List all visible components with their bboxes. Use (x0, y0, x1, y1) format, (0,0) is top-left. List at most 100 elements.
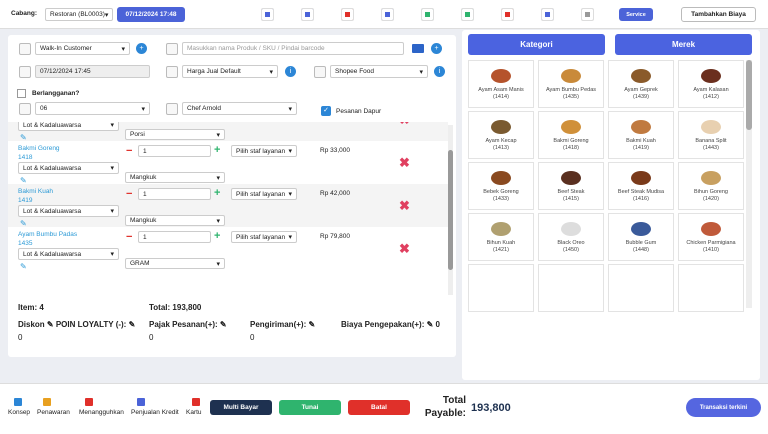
staff-select[interactable]: Pilih staf layanan (231, 145, 297, 157)
category-button[interactable]: Kategori (468, 34, 605, 55)
product-card[interactable]: Bihun Kuah (1421) (468, 213, 534, 261)
customer-select[interactable]: Walk-In Customer (35, 42, 130, 55)
service-button[interactable]: Service (619, 8, 653, 21)
toolbar-icon[interactable] (341, 8, 354, 21)
edit-icon[interactable]: ✎ (20, 262, 27, 271)
action-icon[interactable] (192, 398, 200, 406)
qty-input[interactable]: 1 (138, 145, 211, 157)
product-card-partial[interactable] (678, 264, 744, 312)
product-search[interactable]: Masukkan nama Produk / SKU / Pindai barc… (182, 42, 404, 55)
chef-select[interactable]: Chef Arnold (182, 102, 297, 115)
edit-icon[interactable]: ✎ (20, 176, 27, 185)
action-icon[interactable] (14, 398, 22, 406)
product-card[interactable]: Beef Steak (1415) (538, 162, 604, 210)
qty-minus[interactable]: − (126, 188, 133, 200)
toolbar-icon[interactable] (541, 8, 554, 21)
delete-item[interactable]: ✖ (399, 198, 410, 213)
edit-icon[interactable]: ✎ (20, 133, 27, 142)
staff-select[interactable]: Pilih staf layanan (231, 231, 297, 243)
lot-select[interactable]: Lot & Kadaluawarsa (18, 248, 119, 260)
staff-select[interactable]: Pilih staf layanan (231, 188, 297, 200)
price-select[interactable]: Harga Jual Default (182, 65, 278, 78)
product-card[interactable]: Chicken Parmigiana (1410) (678, 213, 744, 261)
product-name: Ayam Kalasan (693, 87, 729, 93)
table-select[interactable]: 06 (35, 102, 150, 115)
qty-plus[interactable]: + (214, 144, 221, 156)
date-button[interactable]: 07/12/2024 17:48 (117, 7, 185, 22)
edit-icon[interactable]: ✎ (20, 219, 27, 228)
date-input[interactable]: 07/12/2024 17:45 (35, 65, 150, 78)
table-icon (19, 103, 31, 115)
delete-item[interactable]: ✖ (399, 155, 410, 170)
lot-select[interactable]: Lot & Kadaluawarsa (18, 122, 119, 131)
action-label[interactable]: Konsep (8, 409, 31, 416)
item-price: Rp 42,000 (320, 190, 350, 197)
product-card[interactable]: Bakmi Goreng (1418) (538, 111, 604, 159)
unit-select[interactable]: GRAM (125, 258, 225, 269)
item-name[interactable]: Ayam Bumbu Padas (18, 231, 78, 238)
toolbar-icon[interactable] (381, 8, 394, 21)
cash-button[interactable]: Tunai (279, 400, 341, 415)
product-card[interactable]: Ayam Bumbu Pedas (1435) (538, 60, 604, 108)
item-name[interactable]: Bakmi Kuah (18, 188, 54, 195)
toolbar-icon[interactable] (461, 8, 474, 21)
action-label[interactable]: Penjualan Kredit (131, 409, 179, 416)
total-label: Total: (149, 303, 171, 312)
action-icon[interactable] (43, 398, 51, 406)
qty-input[interactable]: 1 (138, 231, 211, 243)
product-card[interactable]: Beef Steak Mudisa (1416) (608, 162, 674, 210)
action-label[interactable]: Kartu (186, 409, 202, 416)
action-label[interactable]: Penawaran (37, 409, 70, 416)
recent-button[interactable]: Transaksi terkini (686, 398, 761, 417)
product-card-partial[interactable] (468, 264, 534, 312)
toolbar-icon[interactable] (421, 8, 434, 21)
kitchen-checkbox[interactable]: ✓ (321, 106, 331, 116)
lot-select[interactable]: Lot & Kadaluawarsa (18, 205, 119, 217)
channel-select[interactable]: Shopee Food (330, 65, 428, 78)
brand-button[interactable]: Merek (615, 34, 752, 55)
qty-input[interactable]: 1 (138, 188, 211, 200)
product-card-partial[interactable] (538, 264, 604, 312)
product-card[interactable]: Ayam Asam Manis (1414) (468, 60, 534, 108)
add-cost-button[interactable]: Tambahkan Biaya (681, 7, 756, 22)
add-customer[interactable]: + (136, 43, 147, 54)
qty-plus[interactable]: + (214, 187, 221, 199)
channel-info[interactable]: i (434, 66, 445, 77)
product-card[interactable]: Ayam Kecap (1413) (468, 111, 534, 159)
multi-pay-button[interactable]: Multi Bayar (210, 400, 272, 415)
toolbar-icon[interactable] (261, 8, 274, 21)
delete-item[interactable]: ✖ (399, 241, 410, 256)
product-card[interactable]: Bihun Goreng (1420) (678, 162, 744, 210)
unit-select[interactable]: Mangkuk (125, 215, 225, 226)
product-card[interactable]: Ayam Geprek (1439) (608, 60, 674, 108)
price-info[interactable]: i (285, 66, 296, 77)
user-icon (19, 43, 31, 55)
product-name: Banana Split (695, 138, 727, 144)
subscribe-checkbox[interactable] (17, 89, 26, 98)
item-name[interactable]: Bakmi Goreng (18, 145, 60, 152)
cancel-button[interactable]: Batal (348, 400, 410, 415)
action-icon[interactable] (137, 398, 145, 406)
unit-select[interactable]: Porsi (125, 129, 225, 140)
qty-plus[interactable]: + (214, 230, 221, 242)
delete-item[interactable]: ✖ (399, 122, 410, 128)
qty-minus[interactable]: − (126, 231, 133, 243)
lot-select[interactable]: Lot & Kadaluawarsa (18, 162, 119, 174)
product-card[interactable]: Black Oreo (1450) (538, 213, 604, 261)
product-card[interactable]: Ayam Kalasan (1412) (678, 60, 744, 108)
add-product[interactable]: + (431, 43, 442, 54)
product-card-partial[interactable] (608, 264, 674, 312)
barcode-icon[interactable] (412, 44, 424, 53)
product-card[interactable]: Bakmi Kuah (1419) (608, 111, 674, 159)
product-card[interactable]: Banana Split (1443) (678, 111, 744, 159)
action-icon[interactable] (85, 398, 93, 406)
branch-select[interactable]: Restoran (BL0003) (45, 8, 113, 21)
qty-minus[interactable]: − (126, 145, 133, 157)
toolbar-icon[interactable] (581, 8, 594, 21)
product-card[interactable]: Bebek Goreng (1433) (468, 162, 534, 210)
product-card[interactable]: Bubble Gum (1448) (608, 213, 674, 261)
toolbar-icon[interactable] (301, 8, 314, 21)
unit-select[interactable]: Mangkuk (125, 172, 225, 183)
action-label[interactable]: Menangguhkan (79, 409, 124, 416)
toolbar-icon[interactable] (501, 8, 514, 21)
